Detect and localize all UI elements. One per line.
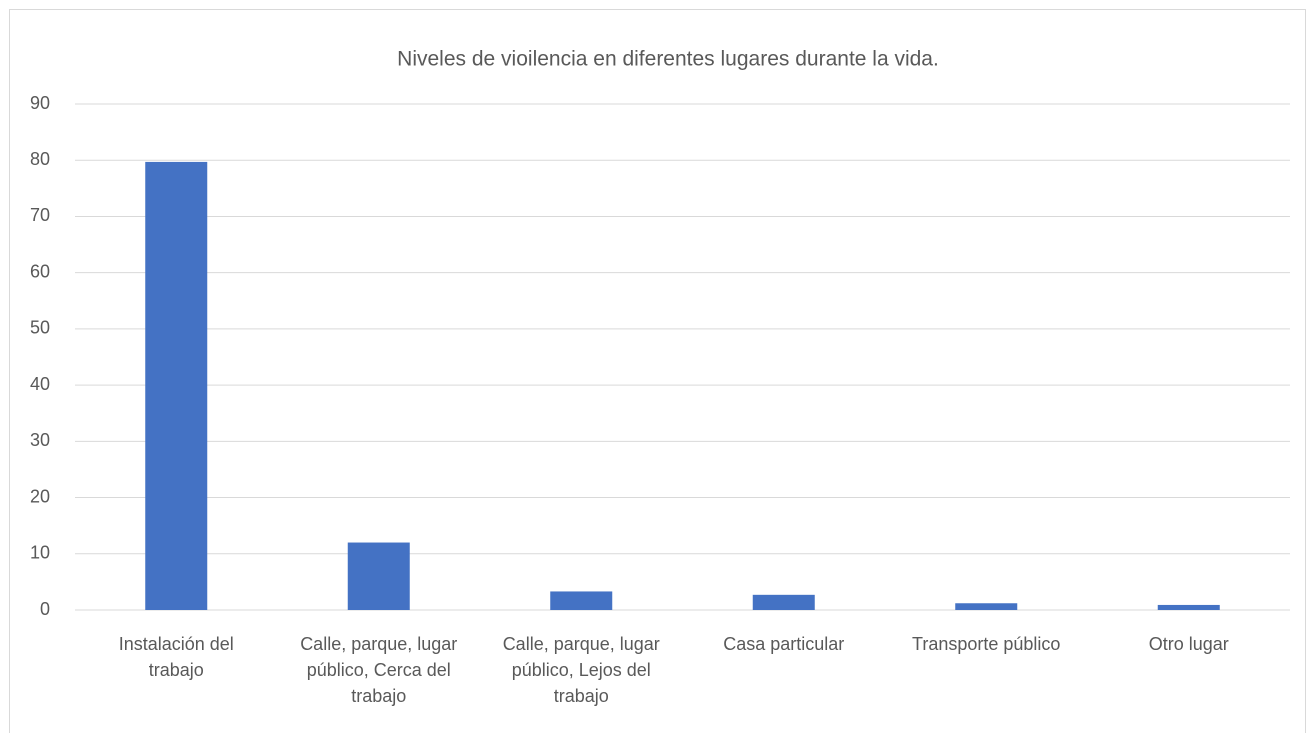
y-tick-label: 30 <box>30 430 50 450</box>
y-tick-label: 0 <box>40 599 50 619</box>
y-tick-label: 40 <box>30 374 50 394</box>
x-tick-label: Transporte público <box>912 634 1061 654</box>
y-tick-label: 60 <box>30 261 50 281</box>
chart-title: Niveles de vioilencia en diferentes luga… <box>397 48 939 71</box>
y-tick-label: 20 <box>30 486 50 506</box>
y-tick-label: 50 <box>30 318 50 338</box>
bar <box>955 603 1018 610</box>
bar <box>145 161 208 611</box>
bar <box>1157 604 1220 610</box>
x-tick-label: Otro lugar <box>1148 634 1229 654</box>
x-tick-label: Calle, parque, lugar público, Cerca del … <box>300 634 458 706</box>
y-tick-label: 80 <box>30 149 50 169</box>
x-tick-label: Instalación del trabajo <box>118 634 234 680</box>
y-tick-label: 70 <box>30 205 50 225</box>
chart-border <box>9 9 1306 733</box>
y-tick-label: 10 <box>30 543 50 563</box>
x-tick-label: Calle, parque, lugar público, Lejos del … <box>502 634 660 706</box>
bar <box>347 542 410 610</box>
y-tick-label: 90 <box>30 93 50 113</box>
x-tick-label: Casa particular <box>723 634 845 654</box>
bar <box>550 591 613 610</box>
bar <box>752 594 815 610</box>
